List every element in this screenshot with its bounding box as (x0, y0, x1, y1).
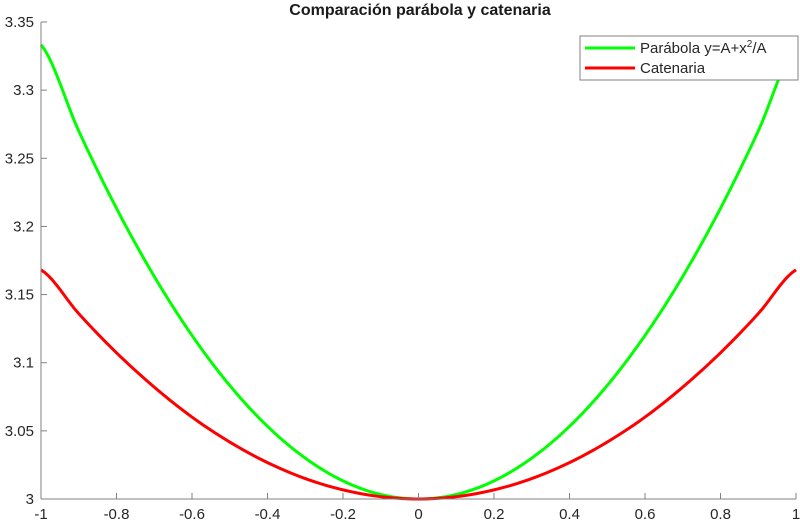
x-tick-label: -0.4 (255, 506, 281, 523)
y-tick-label: 3.1 (13, 355, 34, 372)
y-tick-label: 3.25 (5, 150, 34, 167)
y-tick-label: 3 (26, 491, 34, 508)
y-tick-label: 3.15 (5, 287, 34, 304)
legend-label-parabola: Parábola y=A+x2/A (640, 39, 767, 57)
x-tick-label: 0.4 (559, 506, 580, 523)
plot-area (39, 43, 798, 501)
x-tick-label: -0.6 (179, 506, 205, 523)
y-tick-label: 3.3 (13, 82, 34, 99)
y-tick-label: 3.05 (5, 423, 34, 440)
series-line-1 (40, 268, 797, 501)
legend: Parábola y=A+x2/A Catenaria (579, 35, 799, 81)
x-tick-label: 0.6 (635, 506, 656, 523)
x-tick-label: -0.8 (104, 506, 130, 523)
legend-label-catenaria: Catenaria (640, 60, 706, 77)
legend-box (579, 35, 799, 81)
x-tick-label: 0.2 (484, 506, 505, 523)
chart-title: Comparación parábola y catenaria (289, 2, 551, 19)
y-tick-label: 3.2 (13, 218, 34, 235)
x-tick-label: 0 (414, 506, 422, 523)
x-tick-label: -0.2 (330, 506, 356, 523)
x-tick-label: -1 (34, 506, 47, 523)
axes: -1 -0.8 -0.6 -0.4 -0.2 0 0.2 0.4 0.6 0.8 1 3 3.05 3.1… (5, 14, 800, 523)
y-tick-label: 3.35 (5, 14, 34, 31)
series-line-0 (39, 43, 798, 501)
x-tick-label: 1 (792, 506, 800, 523)
x-tick-label: 0.8 (710, 506, 731, 523)
